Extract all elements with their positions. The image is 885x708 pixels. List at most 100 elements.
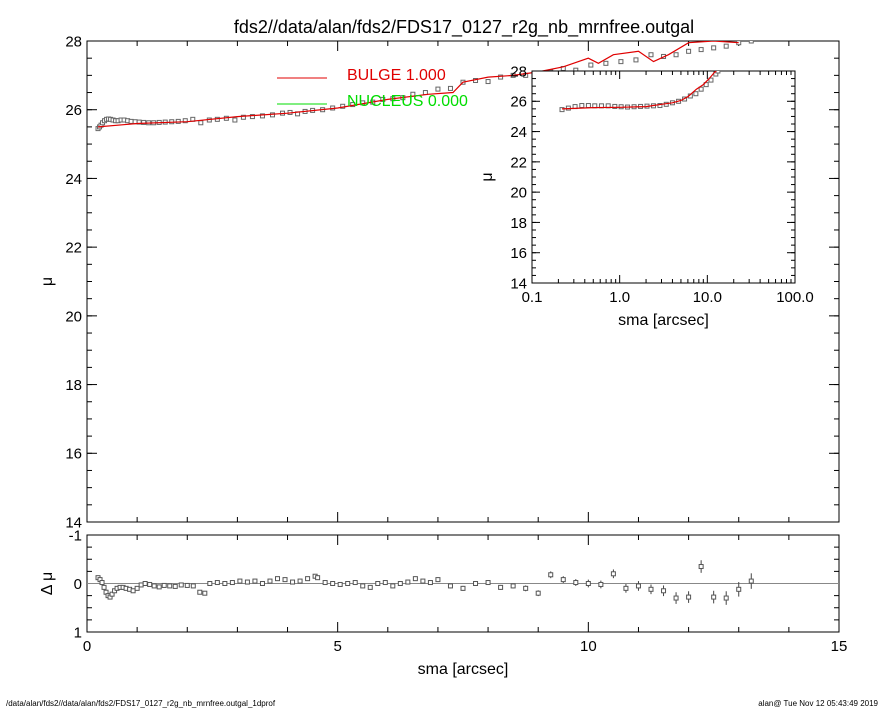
data-point [198, 120, 204, 126]
data-point [708, 77, 714, 83]
residual-point [222, 581, 228, 586]
residual-point [282, 577, 288, 583]
residual-point [330, 581, 336, 586]
x-tick-label: 100.0 [776, 289, 814, 306]
residual-point [397, 581, 403, 586]
data-point [698, 86, 704, 92]
x-tick-label: 0 [83, 638, 91, 655]
data-point [447, 85, 453, 91]
legend-nucleus-label: NUCLEUS 0.000 [347, 93, 468, 110]
residual-point [698, 564, 704, 570]
data-point [633, 57, 639, 63]
residual-point [297, 578, 303, 584]
residual-point [427, 580, 433, 586]
residual-point [382, 580, 388, 586]
y-axis-label: μ [479, 172, 496, 181]
residual-point [447, 583, 453, 589]
residual-point [172, 583, 178, 589]
data-point [711, 45, 717, 51]
residual-point [202, 590, 208, 596]
data-point [128, 118, 134, 124]
model-group [97, 41, 739, 128]
residual-point [623, 585, 629, 591]
x-tick-label: 10.0 [693, 289, 722, 306]
residual-point [523, 585, 529, 591]
y-tick-label: 24 [510, 124, 527, 141]
y-tick-label: 18 [510, 215, 527, 232]
residual-point [138, 582, 144, 588]
y-tick-label: 1 [74, 624, 82, 641]
main-profile-panel: 14 16 18 20 22 24 26 28 μ [39, 33, 840, 531]
residual-point [390, 583, 396, 589]
residual-point [142, 581, 148, 586]
y-tick-label: 26 [510, 94, 527, 111]
y-tick-label: 20 [510, 185, 527, 202]
residual-point [673, 595, 679, 601]
residual-point [178, 582, 184, 588]
data-point [673, 52, 679, 58]
residual-point [375, 581, 381, 586]
data-point [657, 103, 663, 109]
data-point [498, 74, 504, 80]
legend: BULGE 1.000 NUCLEUS 0.000 [277, 67, 468, 110]
x-tick-label: 10 [580, 638, 597, 655]
residual-point [305, 576, 311, 582]
data-point [686, 48, 692, 54]
residual-point [134, 585, 140, 591]
y-tick-label: 16 [510, 245, 527, 262]
y-tick-label: 24 [65, 171, 82, 188]
data-point [240, 114, 246, 120]
footer-right: alan@ Tue Nov 12 05:43:49 2019 [758, 699, 878, 708]
residual-point [229, 580, 235, 586]
data-point [141, 119, 147, 125]
data-point [559, 107, 565, 113]
bulge-model-line [561, 71, 718, 110]
residual-point [244, 579, 250, 585]
data-point [703, 82, 709, 88]
residual-point [214, 580, 220, 586]
residual-point [156, 584, 162, 590]
residual-point [473, 581, 479, 586]
x-axis-label: sma [arcsec] [418, 661, 509, 678]
y-tick-label: 16 [65, 446, 82, 463]
data-point [748, 41, 754, 44]
residual-point [748, 578, 754, 584]
residual-point [197, 589, 203, 595]
data-point [435, 86, 441, 92]
x-tick-label: 15 [831, 638, 848, 655]
residual-point [151, 583, 157, 589]
residual-point [435, 577, 441, 583]
y-axis-label: μ [39, 277, 56, 286]
residual-point [412, 576, 418, 582]
residual-point [101, 584, 107, 590]
residual-point [109, 591, 115, 597]
data-point [579, 103, 585, 109]
x-tick-label: 0.1 [522, 289, 543, 306]
bulge-model-line [97, 41, 739, 128]
residual-point [315, 575, 321, 581]
residual-point [405, 579, 411, 585]
residual-point [585, 581, 591, 586]
model-group [561, 71, 718, 110]
residual-point [237, 578, 243, 584]
data-point [612, 103, 618, 109]
data-point [698, 47, 704, 53]
residual-point [560, 577, 566, 583]
residual-point [360, 583, 366, 589]
residual-point [352, 580, 358, 586]
residual-point [498, 584, 504, 590]
residual-point [290, 579, 296, 585]
residual-point [661, 588, 667, 594]
y-tick-label: 14 [65, 514, 82, 531]
residual-point [167, 583, 173, 589]
y-tick-label: 22 [510, 154, 527, 171]
residual-point [259, 581, 265, 586]
residual-point [711, 594, 717, 600]
y-tick-label: 26 [65, 102, 82, 119]
residual-point [548, 572, 554, 578]
residual-point [367, 584, 373, 590]
chart-title: fds2//data/alan/fds2/FDS17_0127_r2g_nb_m… [234, 17, 694, 38]
data-point [136, 119, 142, 125]
y-tick-label: 14 [510, 275, 527, 292]
